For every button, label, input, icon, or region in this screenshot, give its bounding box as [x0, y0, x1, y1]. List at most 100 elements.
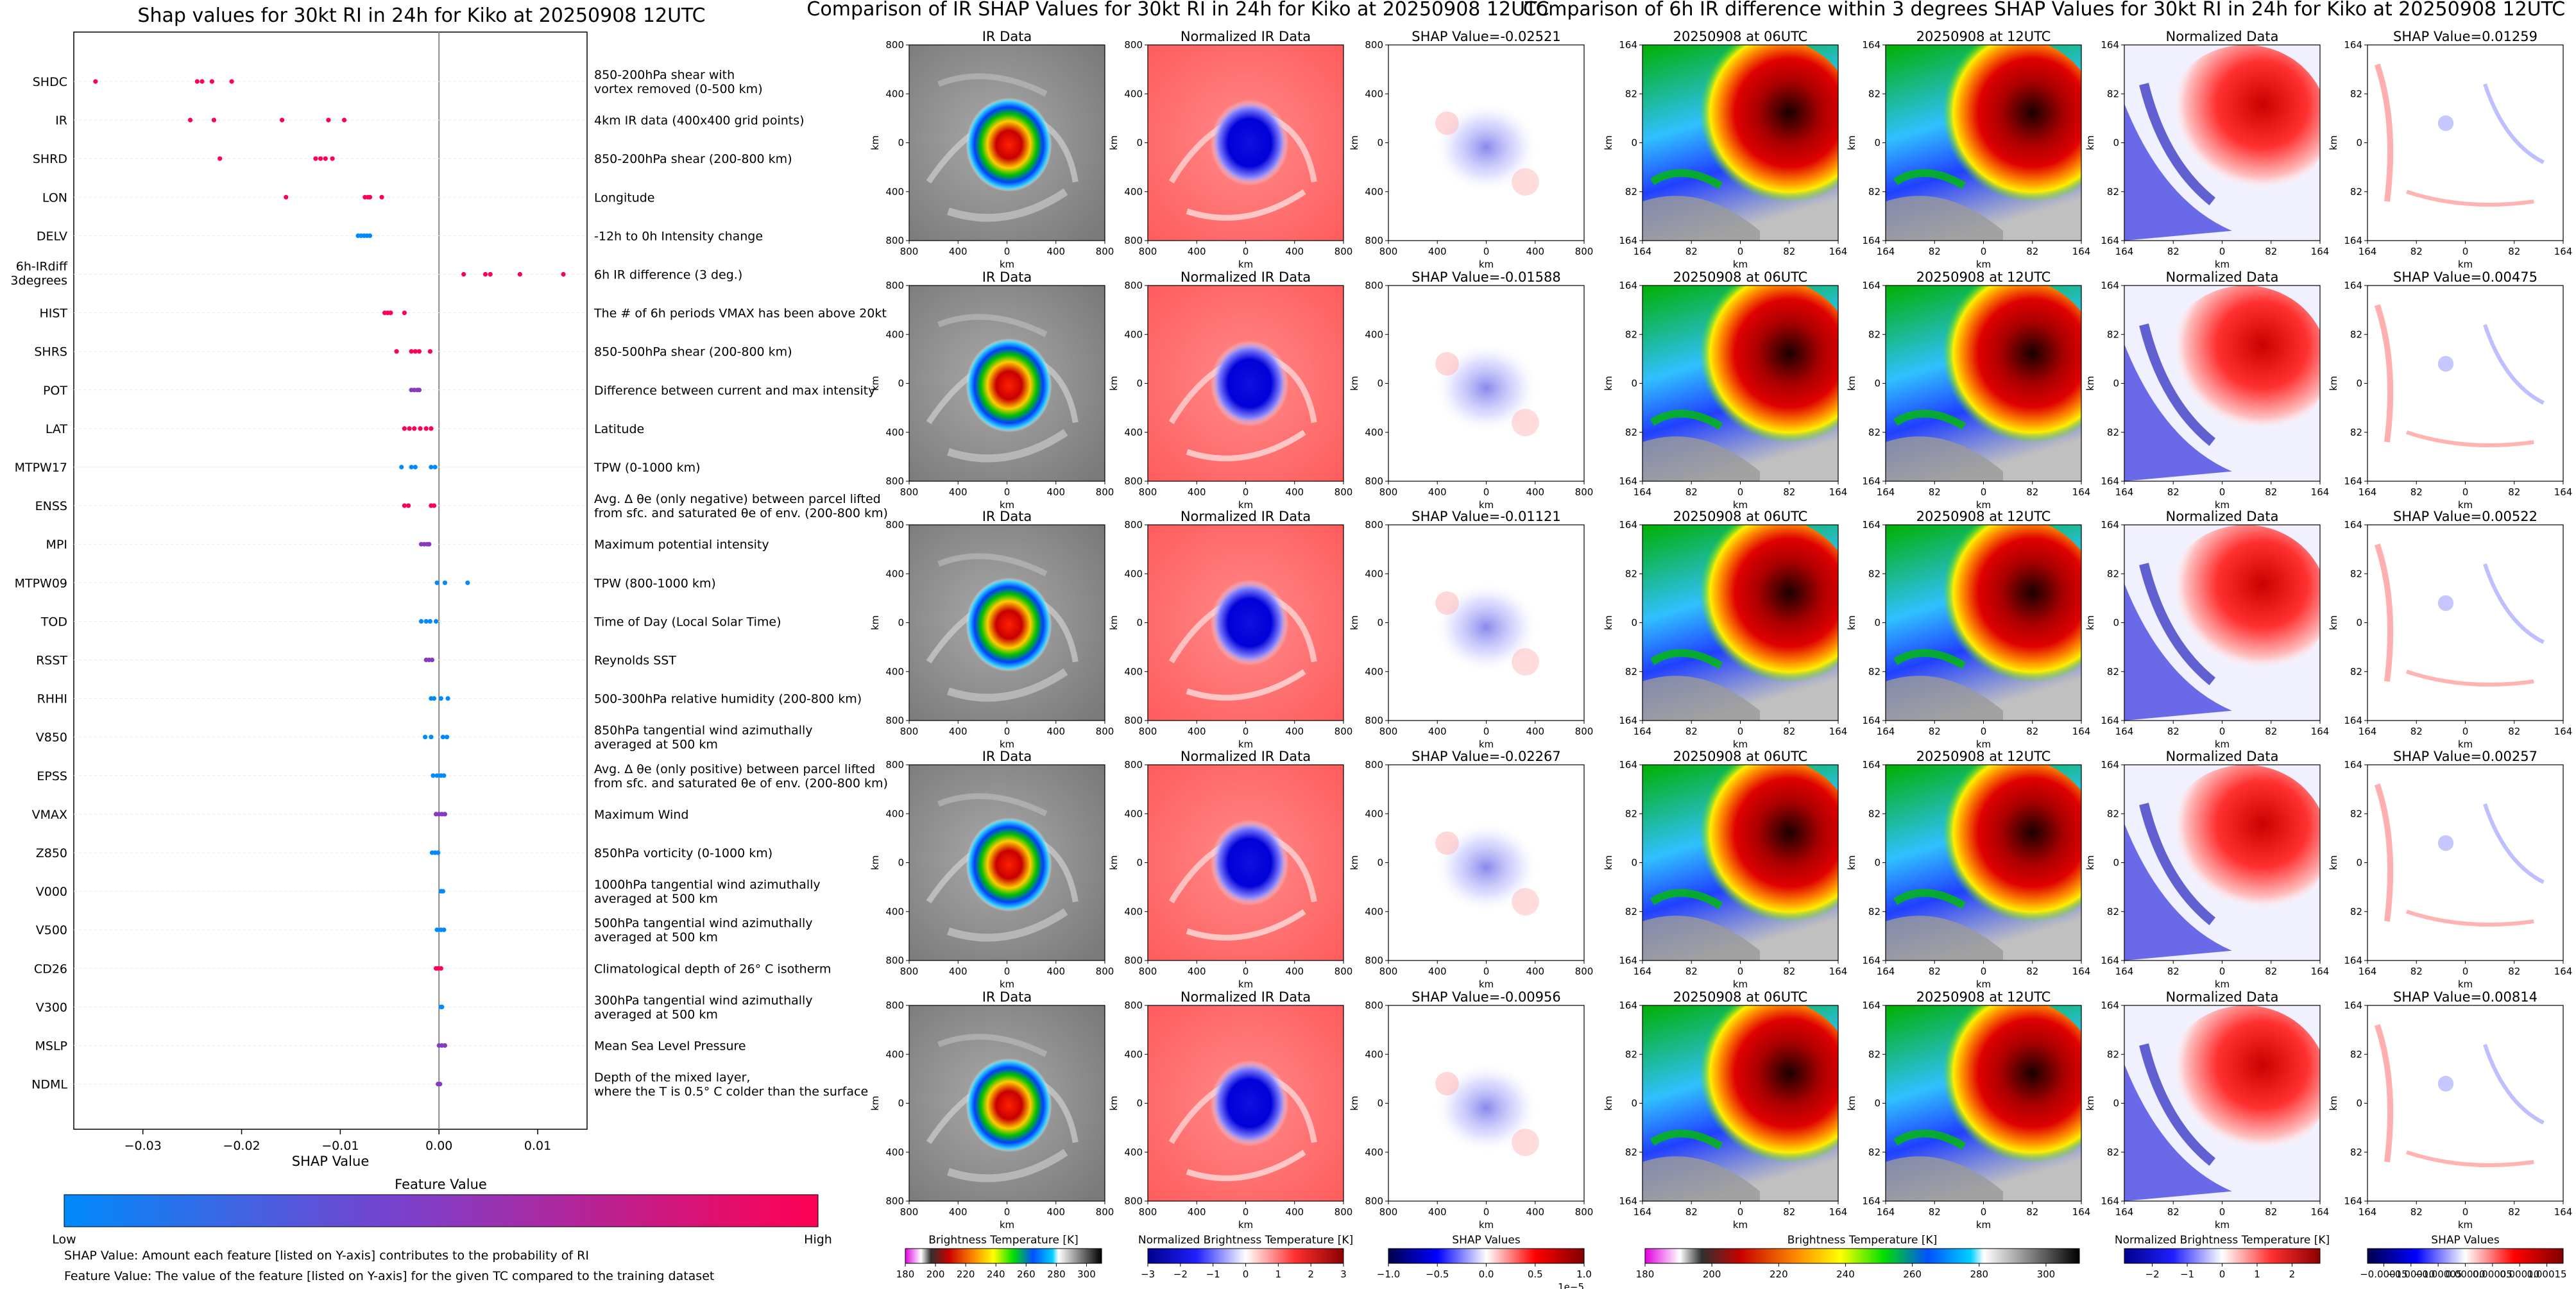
x-axis-label: km	[1733, 259, 1748, 270]
y-tick-label: 800	[1124, 519, 1143, 531]
x-tick-label: 82	[2026, 246, 2038, 257]
panel-title: 20250908 at 06UTC	[1673, 269, 1808, 285]
y-tick-label: 0	[2113, 137, 2119, 149]
x-axis-label: km	[1733, 978, 1748, 990]
x-tick-label: 800	[1335, 1206, 1353, 1218]
y-axis-label: km	[1108, 376, 1120, 391]
y-tick-label: 164	[2344, 715, 2362, 726]
y-tick-label: 0	[1136, 857, 1143, 869]
colorbar-tick-label: 300	[1077, 1268, 1096, 1280]
panel-image	[1886, 278, 2101, 481]
x-tick-label: 800	[1575, 726, 1594, 737]
x-axis-label: km	[2458, 259, 2473, 270]
x-axis-label: km	[2458, 1219, 2473, 1231]
x-tick-label: 800	[1139, 726, 1157, 737]
x-tick-label: 800	[1139, 486, 1157, 498]
shap-point	[423, 426, 429, 431]
x-tick-label: 164	[2115, 246, 2134, 257]
y-tick-label: 82	[2350, 808, 2362, 819]
x-tick-label: 0	[1483, 486, 1490, 498]
feature-description: 850hPa vorticity (0-1000 km)	[594, 846, 772, 860]
y-tick-label: 400	[1124, 329, 1143, 340]
x-tick-label: 82	[1685, 486, 1698, 498]
x-tick-label: 82	[2167, 486, 2179, 498]
y-tick-label: 164	[1862, 235, 1881, 246]
y-tick-label: 400	[885, 808, 904, 819]
feature-label: EPSS	[37, 769, 67, 783]
colorbar-tick-label: 0.00010	[2500, 1268, 2539, 1280]
image-panel: 20250908 at 06UTC1641648282008282164164k…	[1603, 989, 1847, 1231]
x-tick-label: 800	[1335, 726, 1353, 737]
x-tick-label: 400	[1046, 486, 1065, 498]
y-tick-label: 800	[885, 715, 904, 726]
colorbar-tick-label: 220	[957, 1268, 975, 1280]
y-axis-label: km	[1603, 376, 1614, 391]
y-tick-label: 800	[885, 475, 904, 487]
panel-image	[1886, 998, 2101, 1201]
colorbar-gradient	[2367, 1248, 2564, 1264]
colorbar-tick-label: 200	[926, 1268, 945, 1280]
feature-description: Maximum potential intensity	[594, 538, 769, 552]
y-tick-label: 82	[2350, 666, 2362, 678]
x-tick-label: 164	[2115, 1206, 2134, 1218]
x-tick-label: 164	[2072, 486, 2091, 498]
x-tick-label: 82	[1783, 1206, 1795, 1218]
x-axis-label: km	[1238, 738, 1253, 750]
y-tick-label: 82	[2350, 186, 2362, 198]
y-tick-label: 164	[2344, 759, 2362, 771]
y-tick-label: 0	[1631, 617, 1637, 629]
panel-image	[2124, 765, 2328, 960]
y-tick-label: 400	[1365, 427, 1383, 438]
x-tick-label: 0	[1483, 726, 1490, 737]
feature-description: 300hPa tangential wind azimuthally averag…	[594, 993, 813, 1021]
y-tick-label: 164	[1619, 475, 1637, 487]
colorbar-tick-label: 1.0	[1576, 1268, 1592, 1280]
panel-title: SHAP Value=0.00522	[2393, 509, 2538, 524]
x-tick-label: 0	[1004, 726, 1011, 737]
y-axis-label: km	[1846, 855, 1857, 870]
x-tick-label: 800	[900, 246, 919, 257]
x-tick-label: 400	[949, 966, 968, 977]
panel-image	[1388, 765, 1584, 960]
x-tick-label: 0	[2462, 486, 2469, 498]
y-axis-label: km	[1603, 135, 1614, 150]
y-axis-label: km	[2328, 376, 2339, 391]
feature-description: 4km IR data (400x400 grid points)	[594, 114, 805, 128]
y-tick-label: 0	[2356, 1098, 2362, 1109]
panel-title: 20250908 at 06UTC	[1673, 989, 1808, 1005]
y-tick-label: 800	[885, 1000, 904, 1011]
panel-title: SHAP Value=-0.02521	[1412, 29, 1561, 44]
y-tick-label: 800	[1365, 1000, 1383, 1011]
x-tick-label: 82	[2026, 726, 2038, 737]
y-axis-label: km	[1846, 135, 1857, 150]
y-tick-label: 164	[1619, 235, 1637, 246]
x-tick-label: −0.01	[321, 1139, 359, 1153]
colorbar-tick-label: 1	[1275, 1268, 1282, 1280]
shap-point	[402, 503, 407, 508]
y-tick-label: 400	[1365, 1048, 1383, 1060]
shap-point	[413, 465, 418, 470]
colorbar-low-label: Low	[52, 1233, 76, 1247]
shap-point	[517, 271, 522, 277]
x-tick-label: 164	[2311, 726, 2330, 737]
y-tick-label: 800	[885, 235, 904, 246]
x-tick-label: 0	[2462, 726, 2469, 737]
x-tick-label: 82	[2508, 486, 2520, 498]
y-tick-label: 400	[1365, 568, 1383, 579]
x-tick-label: 400	[1428, 726, 1447, 737]
y-tick-label: 800	[1124, 235, 1143, 246]
panel-title: IR Data	[982, 269, 1032, 285]
x-tick-label: 400	[949, 1206, 968, 1218]
y-tick-label: 400	[885, 1048, 904, 1060]
shap-point	[194, 79, 200, 84]
shap-point	[313, 156, 318, 161]
y-axis-label: km	[2085, 376, 2096, 391]
x-axis-label: km	[1976, 499, 1991, 511]
y-axis-label: km	[1349, 615, 1360, 630]
x-tick-label: 82	[2026, 486, 2038, 498]
shap-point	[229, 79, 234, 84]
y-tick-label: 800	[1124, 1000, 1143, 1011]
x-tick-label: 82	[1783, 246, 1795, 257]
y-tick-label: 164	[1862, 280, 1881, 291]
